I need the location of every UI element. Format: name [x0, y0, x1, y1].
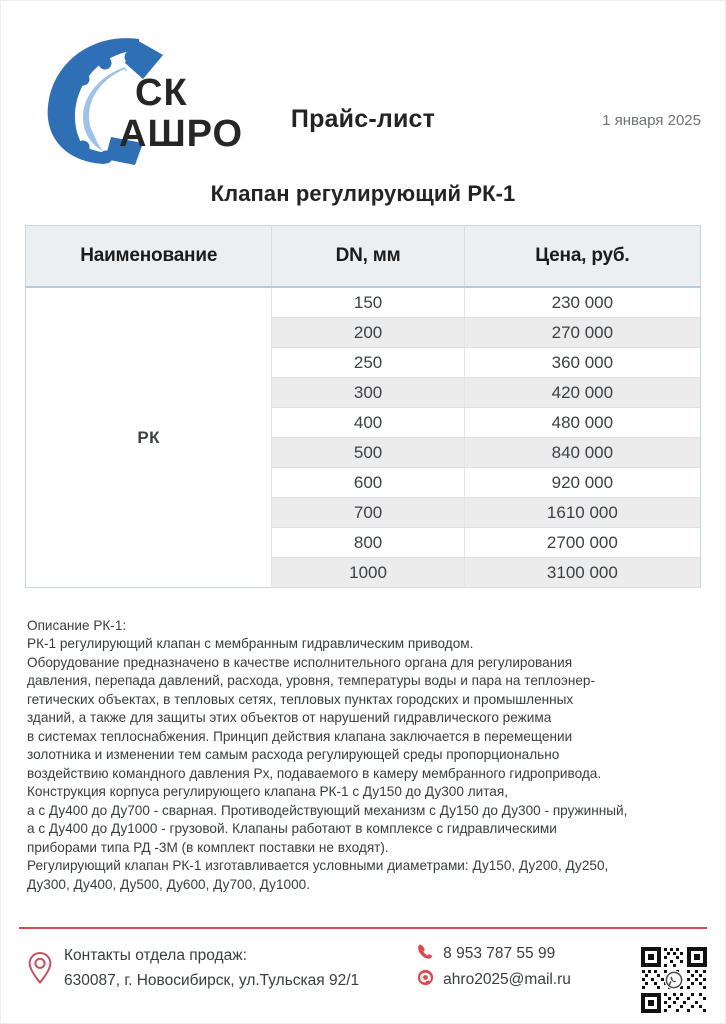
cell-dn: 150	[271, 287, 465, 318]
address-block: Контакты отдела продаж: 630087, г. Новос…	[27, 943, 359, 993]
qr-code-whatsapp[interactable]	[637, 943, 711, 1017]
column-header-name: Наименование	[25, 225, 273, 288]
company-address: 630087, г. Новосибирск, ул.Тульская 92/1	[64, 972, 360, 989]
table-row: 300 420 000	[26, 377, 701, 408]
cell-price: 480 000	[464, 407, 701, 438]
company-logo: СК АШРО	[39, 33, 254, 165]
cell-dn: 500	[271, 437, 465, 468]
cell-dn: 200	[271, 317, 465, 348]
table-row: 1000 3100 000	[26, 557, 701, 588]
cell-dn: 400	[271, 407, 465, 438]
cell-dn: 800	[271, 527, 465, 558]
table-body: РК 150 230 000 200 270 000 250 360 000 300 420 0…	[25, 287, 701, 588]
document-date: 1 января 2025	[602, 112, 701, 129]
logo-text-line1: СК	[135, 72, 188, 114]
table-row: 700 1610 000	[26, 497, 701, 528]
location-pin-icon	[27, 951, 53, 985]
product-name-cell: РК	[25, 287, 273, 588]
cell-dn: 250	[271, 347, 465, 378]
flange-ring-icon	[47, 38, 163, 165]
sales-contacts-label: Контакты отдела продаж:	[64, 947, 247, 964]
table-row: 500 840 000	[26, 437, 701, 468]
table-row: РК 150 230 000	[25, 287, 701, 588]
description-heading: Описание РК-1:	[27, 617, 127, 633]
cell-price: 920 000	[464, 467, 701, 498]
cell-price: 270 000	[464, 317, 701, 348]
cell-dn: 600	[271, 467, 465, 498]
phone-number: 8 953 787 55 99	[443, 945, 556, 962]
cell-price: 3100 000	[464, 557, 701, 588]
cell-price: 1610 000	[464, 497, 701, 528]
table-row: 250 360 000	[26, 347, 701, 378]
phone-row[interactable]: 8 953 787 55 99	[417, 943, 571, 965]
cell-price: 2700 000	[464, 527, 701, 558]
cell-price: 360 000	[464, 347, 701, 378]
footer-divider	[19, 927, 707, 929]
page-header: СК АШРО Прайс-лист 1 января 2025	[1, 1, 725, 167]
phone-icon	[417, 943, 434, 965]
table-row: 600 920 000	[26, 467, 701, 498]
product-description: Описание РК-1: РК-1 регулирующий клапан с…	[27, 598, 699, 894]
price-table-container: Наименование DN, мм Цена, руб. РК 150 230 …	[25, 225, 701, 588]
page-title: Прайс-лист	[290, 105, 436, 133]
cell-dn: 300	[271, 377, 465, 408]
table-row: 400 480 000	[26, 407, 701, 438]
email-address: ahro2025@mail.ru	[443, 971, 571, 988]
column-header-price: Цена, руб.	[464, 225, 701, 288]
table-row: 800 2700 000	[26, 527, 701, 558]
cell-price: 840 000	[464, 437, 701, 468]
cell-price: 230 000	[464, 287, 701, 318]
table-row: 200 270 000	[26, 317, 701, 348]
page-footer: Контакты отдела продаж: 630087, г. Новос…	[1, 927, 725, 1023]
cell-dn: 1000	[271, 557, 465, 588]
description-body: РК-1 регулирующий клапан с мембранным ги…	[27, 636, 628, 892]
logo-text-line2: АШРО	[119, 113, 243, 155]
table-header: Наименование DN, мм Цена, руб.	[25, 225, 701, 288]
product-subtitle: Клапан регулирующий РК-1	[210, 181, 516, 206]
table-header-row: Наименование DN, мм Цена, руб.	[25, 225, 701, 288]
email-at-icon	[417, 969, 434, 991]
cell-price: 420 000	[464, 377, 701, 408]
email-row[interactable]: ahro2025@mail.ru	[417, 969, 571, 991]
column-header-dn: DN, мм	[271, 225, 465, 288]
price-table: Наименование DN, мм Цена, руб. РК 150 230 …	[25, 225, 701, 588]
reach-block: 8 953 787 55 99 ahro2025@mail.ru	[417, 943, 571, 991]
cell-dn: 700	[271, 497, 465, 528]
